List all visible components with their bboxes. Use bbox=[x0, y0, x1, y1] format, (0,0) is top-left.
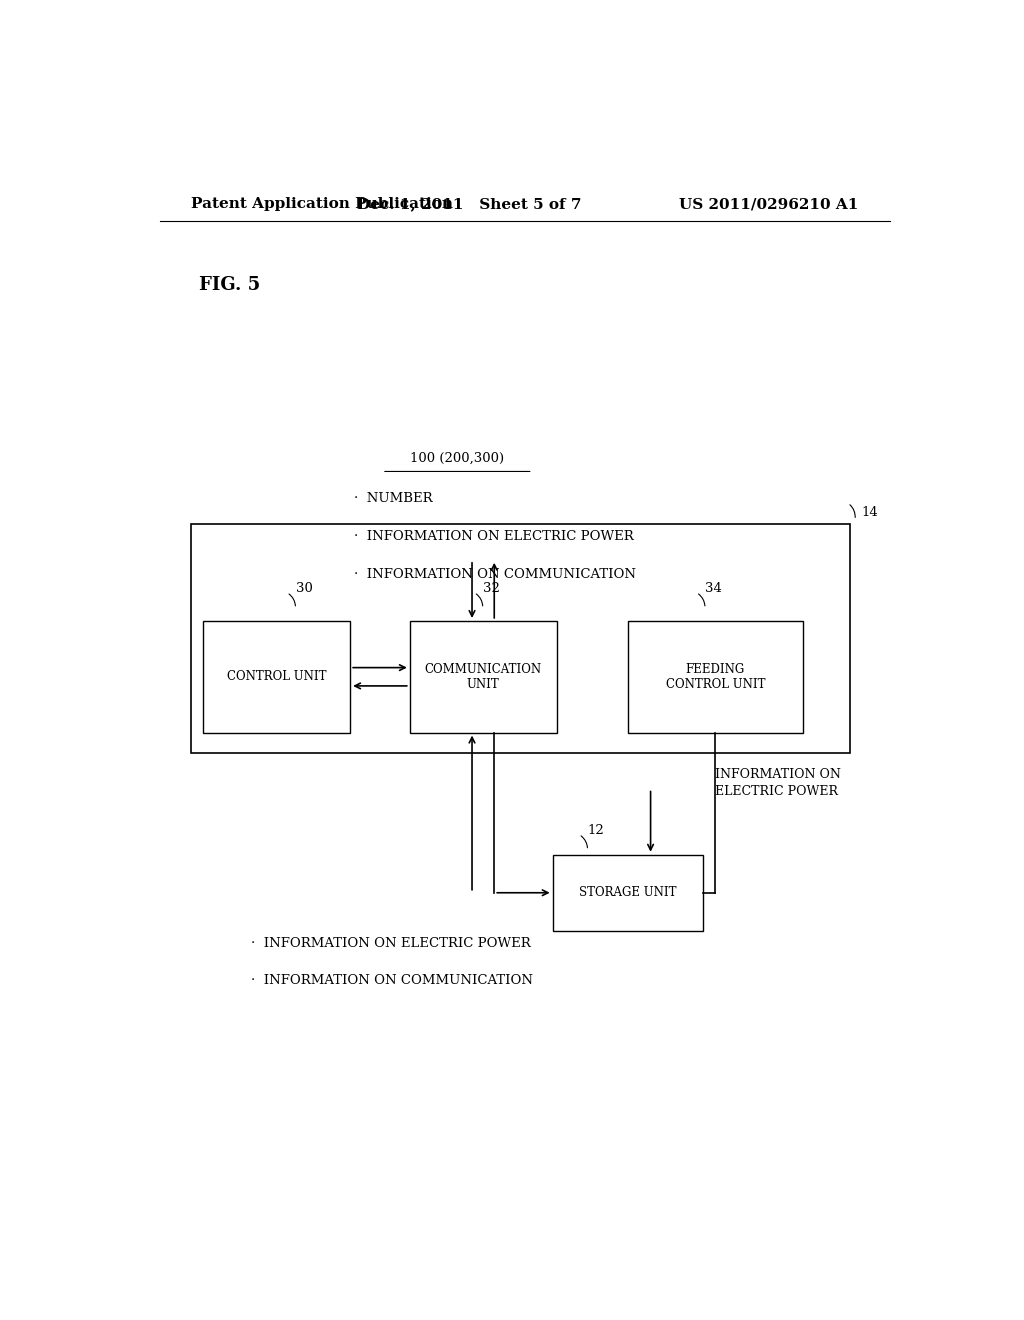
Text: INFORMATION ON
ELECTRIC POWER: INFORMATION ON ELECTRIC POWER bbox=[715, 768, 841, 799]
Bar bbox=[204, 620, 350, 733]
Bar bbox=[553, 854, 703, 931]
Text: 34: 34 bbox=[706, 582, 722, 595]
Bar bbox=[191, 524, 850, 752]
Text: 100 (200,300): 100 (200,300) bbox=[411, 451, 505, 465]
Text: FEEDING
CONTROL UNIT: FEEDING CONTROL UNIT bbox=[666, 663, 765, 690]
Text: STORAGE UNIT: STORAGE UNIT bbox=[580, 886, 677, 899]
Text: US 2011/0296210 A1: US 2011/0296210 A1 bbox=[679, 197, 858, 211]
Text: ·  INFORMATION ON ELECTRIC POWER: · INFORMATION ON ELECTRIC POWER bbox=[354, 531, 634, 543]
Text: 14: 14 bbox=[861, 506, 878, 519]
Text: Patent Application Publication: Patent Application Publication bbox=[191, 197, 454, 211]
Text: CONTROL UNIT: CONTROL UNIT bbox=[227, 671, 327, 684]
Text: Dec. 1, 2011   Sheet 5 of 7: Dec. 1, 2011 Sheet 5 of 7 bbox=[357, 197, 582, 211]
Bar bbox=[628, 620, 803, 733]
Text: ·  NUMBER: · NUMBER bbox=[354, 492, 433, 506]
Text: FIG. 5: FIG. 5 bbox=[200, 276, 261, 294]
Text: COMMUNICATION
UNIT: COMMUNICATION UNIT bbox=[425, 663, 542, 690]
Text: ·  INFORMATION ON COMMUNICATION: · INFORMATION ON COMMUNICATION bbox=[251, 974, 534, 987]
Text: ·  INFORMATION ON ELECTRIC POWER: · INFORMATION ON ELECTRIC POWER bbox=[251, 937, 530, 949]
Text: 30: 30 bbox=[296, 582, 312, 595]
Bar bbox=[410, 620, 557, 733]
Text: 12: 12 bbox=[588, 825, 604, 837]
Text: 32: 32 bbox=[483, 582, 500, 595]
Text: ·  INFORMATION ON COMMUNICATION: · INFORMATION ON COMMUNICATION bbox=[354, 568, 636, 581]
